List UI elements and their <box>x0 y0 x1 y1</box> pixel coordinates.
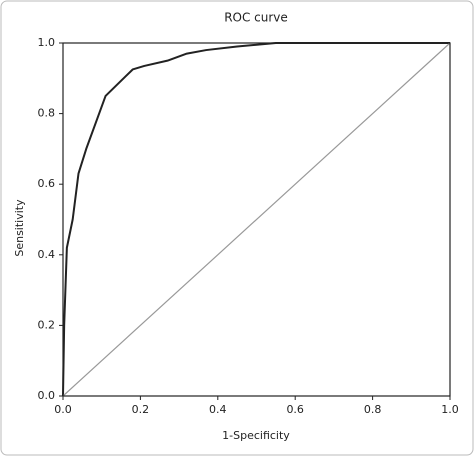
x-tick-label: 0.0 <box>54 403 72 416</box>
x-tick-label: 0.6 <box>286 403 304 416</box>
chart-title: ROC curve <box>224 11 288 25</box>
x-tick-label: 0.4 <box>209 403 227 416</box>
y-tick-label: 0.2 <box>38 318 56 331</box>
y-axis-label: Sensitivity <box>13 199 26 257</box>
x-axis-label: 1-Specificity <box>222 429 290 442</box>
x-tick-label: 1.0 <box>441 403 459 416</box>
y-tick-label: 0.0 <box>38 389 56 402</box>
plot-border <box>62 42 451 397</box>
x-tick-label: 0.2 <box>132 403 150 416</box>
y-tick-label: 1.0 <box>38 36 56 49</box>
y-tick-label: 0.6 <box>38 177 56 190</box>
y-tick-label: 0.8 <box>38 107 56 120</box>
x-tick-label: 0.8 <box>364 403 382 416</box>
y-tick-label: 0.4 <box>38 248 56 261</box>
roc-line <box>62 42 451 397</box>
roc-line <box>62 42 450 397</box>
